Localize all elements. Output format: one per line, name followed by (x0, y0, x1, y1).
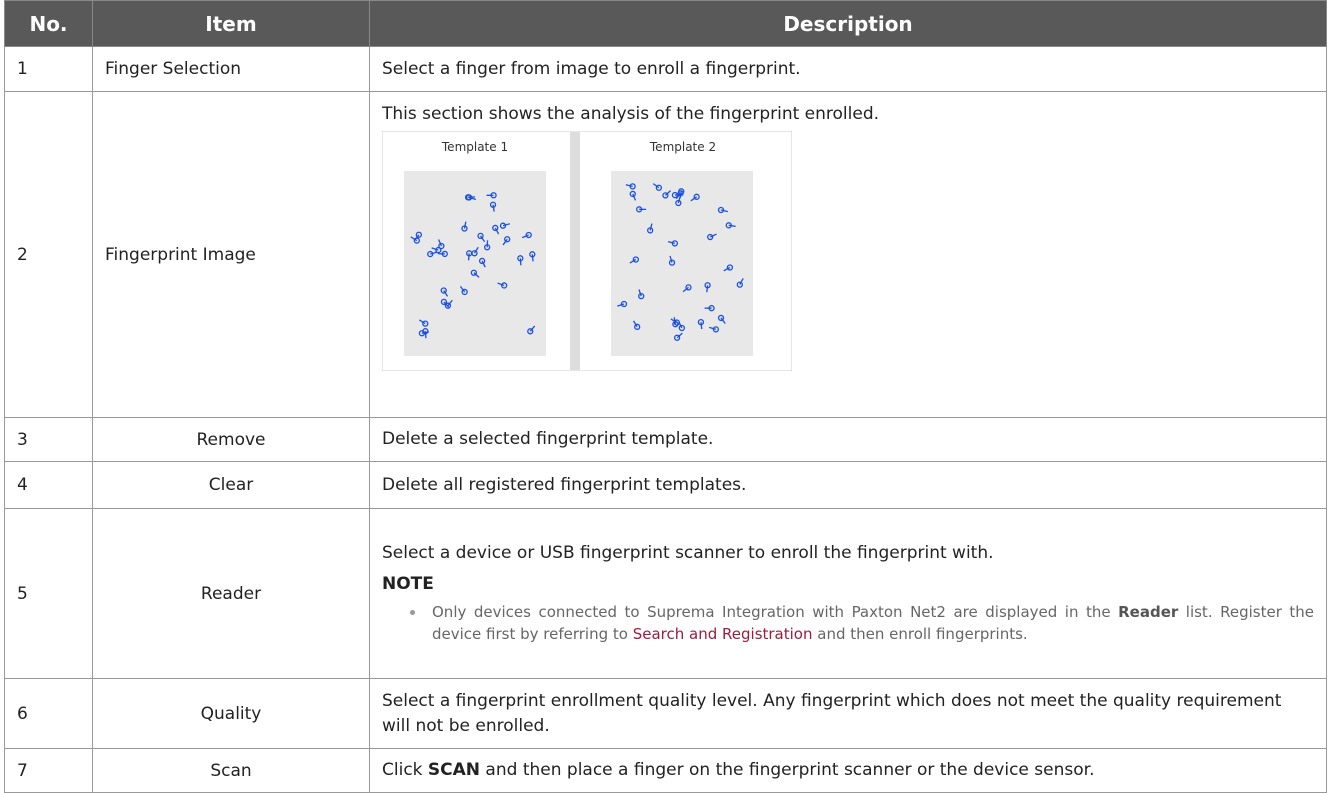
item-cell: Remove (93, 418, 370, 462)
no-cell: 4 (5, 462, 93, 509)
note-title: NOTE (382, 572, 1314, 597)
header-cell: Item (93, 1, 370, 47)
bold-text: SCAN (428, 760, 480, 780)
row: 7 Scan Click SCAN and then place a finge… (5, 749, 1327, 793)
row: 4 Clear Delete all registered fingerprin… (5, 462, 1327, 509)
no-cell: 2 (5, 92, 93, 418)
desc-cell: Select a device or USB fingerprint scann… (370, 509, 1327, 679)
item-cell: Reader (93, 509, 370, 679)
desc-text: This section shows the analysis of the f… (382, 102, 1314, 127)
row: 2 Fingerprint Image This section shows t… (5, 92, 1327, 418)
no-cell: 5 (5, 509, 93, 679)
header-row: No. Item Description (5, 1, 1327, 47)
item-cell: Quality (93, 679, 370, 749)
desc-cell: Delete a selected fingerprint template. (370, 418, 1327, 462)
minutia-tail (532, 254, 533, 261)
row: 6 Quality Select a fingerprint enrollmen… (5, 679, 1327, 749)
template-figure: Template 1 Template 2 (382, 131, 792, 371)
info-table: No. Item Description 1 Finger Selection … (4, 0, 1327, 793)
text: Only devices connected to Suprema Integr… (432, 603, 1118, 621)
desc-text: Select a device or USB fingerprint scann… (382, 541, 1314, 566)
text: and then place a finger on the fingerpri… (480, 760, 1094, 780)
minutia-tail (701, 322, 702, 329)
row: 5 Reader Select a device or USB fingerpr… (5, 509, 1327, 679)
header-cell: Description (370, 1, 1327, 47)
header-cell: No. (5, 1, 93, 47)
note-bullet: Only devices connected to Suprema Integr… (418, 601, 1314, 646)
no-cell: 6 (5, 679, 93, 749)
item-cell: Scan (93, 749, 370, 793)
row: 3 Remove Delete a selected fingerprint t… (5, 418, 1327, 462)
text: and then enroll fingerprints. (812, 625, 1027, 643)
minutia-tail (707, 285, 708, 292)
minutia-tail (520, 258, 521, 265)
desc-cell: Select a fingerprint enrollment quality … (370, 679, 1327, 749)
template-label: Template 2 (649, 140, 716, 154)
bold-text: Reader (1118, 603, 1178, 621)
desc-cell: Delete all registered fingerprint templa… (370, 462, 1327, 509)
no-cell: 1 (5, 47, 93, 92)
no-cell: 7 (5, 749, 93, 793)
desc-cell: Click SCAN and then place a finger on th… (370, 749, 1327, 793)
template-image (611, 171, 753, 356)
no-cell: 3 (5, 418, 93, 462)
item-cell: Clear (93, 462, 370, 509)
row: 1 Finger Selection Select a finger from … (5, 47, 1327, 92)
link[interactable]: Search and Registration (633, 625, 813, 643)
desc-cell: This section shows the analysis of the f… (370, 92, 1327, 418)
item-cell: Finger Selection (93, 47, 370, 92)
template-label: Template 1 (441, 140, 508, 154)
minutia-tail (469, 253, 470, 260)
item-cell: Fingerprint Image (93, 92, 370, 418)
text: Click (382, 760, 428, 780)
desc-cell: Select a finger from image to enroll a f… (370, 47, 1327, 92)
separator (570, 132, 580, 370)
